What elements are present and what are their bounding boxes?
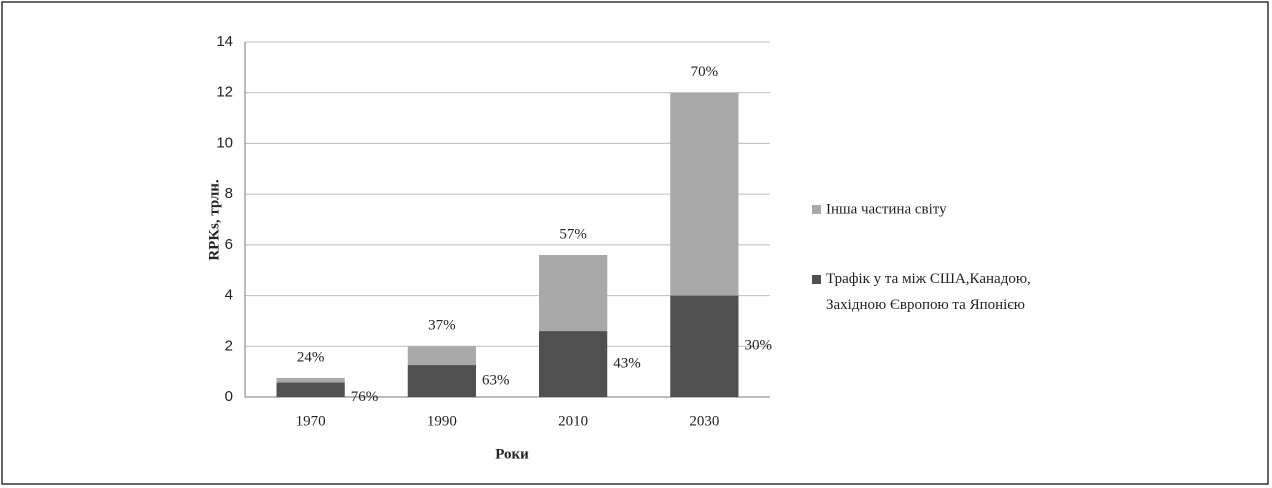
legend-swatch bbox=[812, 205, 821, 214]
share-label: 76% bbox=[351, 389, 379, 405]
y-tick-label: 6 bbox=[225, 236, 233, 253]
bar-segment bbox=[539, 331, 608, 397]
bar-segment bbox=[670, 92, 739, 296]
x-tick-label: 2030 bbox=[689, 413, 719, 429]
y-tick-label: 10 bbox=[216, 134, 233, 151]
bar-segment bbox=[407, 365, 476, 397]
share-label: 43% bbox=[613, 355, 641, 371]
y-tick-label: 2 bbox=[225, 337, 233, 354]
y-tick-label: 0 bbox=[225, 388, 233, 405]
share-label: 70% bbox=[691, 64, 719, 80]
y-tick-label: 12 bbox=[216, 84, 233, 101]
bar-segment bbox=[276, 382, 345, 397]
share-label: 37% bbox=[428, 318, 456, 334]
y-tick-label: 14 bbox=[216, 33, 233, 50]
y-axis-title: RPKs, трлн. bbox=[206, 179, 222, 261]
x-axis-title: Роки bbox=[495, 446, 529, 462]
share-label: 63% bbox=[482, 372, 510, 388]
y-tick-label: 8 bbox=[225, 185, 233, 202]
share-label: 57% bbox=[559, 226, 587, 242]
share-label: 30% bbox=[745, 338, 773, 354]
bar-segment bbox=[276, 377, 345, 383]
legend-swatch bbox=[812, 275, 821, 284]
legend-label: Трафік у та між США,Канадою, Західною Євр… bbox=[826, 271, 1031, 313]
bar-segment bbox=[670, 295, 739, 397]
share-label: 24% bbox=[297, 349, 325, 365]
x-tick-label: 2010 bbox=[558, 413, 588, 429]
legend-label: Інша частина світу bbox=[826, 201, 947, 217]
x-tick-label: 1990 bbox=[427, 413, 457, 429]
x-tick-label: 1970 bbox=[296, 413, 326, 429]
y-tick-label: 4 bbox=[225, 287, 233, 304]
bar-segment bbox=[539, 255, 608, 332]
bar-segment bbox=[407, 346, 476, 366]
